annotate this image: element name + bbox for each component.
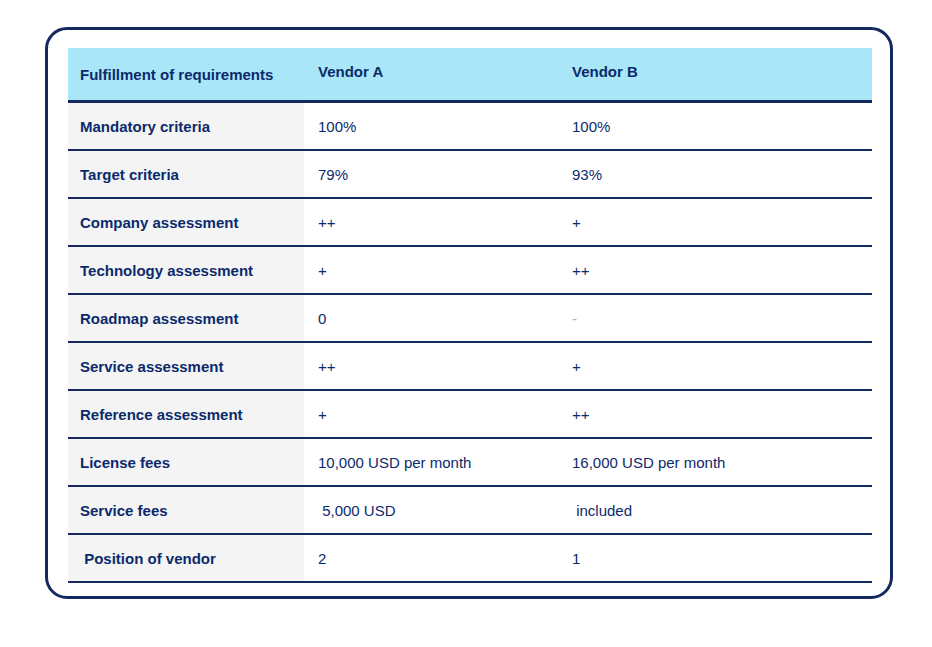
vendor-a-value: 5,000 USD: [304, 487, 558, 533]
table-row-technology-assessment: Technology assessment + ++: [68, 247, 872, 295]
vendor-a-value: ++: [304, 343, 558, 389]
table-row-license-fees: License fees 10,000 USD per month 16,000…: [68, 439, 872, 487]
header-vendor-b: Vendor B: [558, 48, 872, 100]
page: Fulfillment of requirements Vendor A Ven…: [0, 0, 932, 647]
row-label: Company assessment: [68, 199, 304, 245]
table-header-row: Fulfillment of requirements Vendor A Ven…: [68, 48, 872, 103]
vendor-a-value: +: [304, 247, 558, 293]
header-label: Fulfillment of requirements: [80, 66, 273, 83]
header-vendor-a: Vendor A: [304, 48, 558, 100]
vendor-a-value: 10,000 USD per month: [304, 439, 558, 485]
vendor-a-value: 100%: [304, 103, 558, 149]
vendor-a-value: 79%: [304, 151, 558, 197]
vendor-b-value: 16,000 USD per month: [558, 439, 872, 485]
vendor-b-value: +: [558, 199, 872, 245]
table-row-service-fees: Service fees 5,000 USD included: [68, 487, 872, 535]
vendor-b-value: included: [558, 487, 872, 533]
table-row-roadmap-assessment: Roadmap assessment 0 -: [68, 295, 872, 343]
row-label: Roadmap assessment: [68, 295, 304, 341]
table-row-target-criteria: Target criteria 79% 93%: [68, 151, 872, 199]
row-label: Service assessment: [68, 343, 304, 389]
table-row-reference-assessment: Reference assessment + ++: [68, 391, 872, 439]
vendor-a-value: ++: [304, 199, 558, 245]
vendor-b-value: 93%: [558, 151, 872, 197]
row-label: Position of vendor: [68, 535, 304, 581]
row-label: Target criteria: [68, 151, 304, 197]
vendor-comparison-table: Fulfillment of requirements Vendor A Ven…: [68, 48, 872, 583]
table-row-position-of-vendor: Position of vendor 2 1: [68, 535, 872, 583]
header-label: Vendor B: [572, 63, 638, 80]
header-label: Vendor A: [318, 63, 383, 80]
vendor-b-value: ++: [558, 247, 872, 293]
header-fulfillment-of-requirements: Fulfillment of requirements: [68, 48, 304, 100]
vendor-a-value: +: [304, 391, 558, 437]
table-row-service-assessment: Service assessment ++ +: [68, 343, 872, 391]
vendor-comparison-card: Fulfillment of requirements Vendor A Ven…: [45, 27, 893, 599]
vendor-b-value: +: [558, 343, 872, 389]
row-label: Reference assessment: [68, 391, 304, 437]
row-label: License fees: [68, 439, 304, 485]
vendor-b-value: ++: [558, 391, 872, 437]
vendor-b-value: 1: [558, 535, 872, 581]
table-row-mandatory-criteria: Mandatory criteria 100% 100%: [68, 103, 872, 151]
row-label: Mandatory criteria: [68, 103, 304, 149]
row-label: Service fees: [68, 487, 304, 533]
vendor-b-value: 100%: [558, 103, 872, 149]
vendor-b-value: -: [558, 295, 872, 341]
table-row-company-assessment: Company assessment ++ +: [68, 199, 872, 247]
vendor-a-value: 2: [304, 535, 558, 581]
row-label: Technology assessment: [68, 247, 304, 293]
vendor-a-value: 0: [304, 295, 558, 341]
